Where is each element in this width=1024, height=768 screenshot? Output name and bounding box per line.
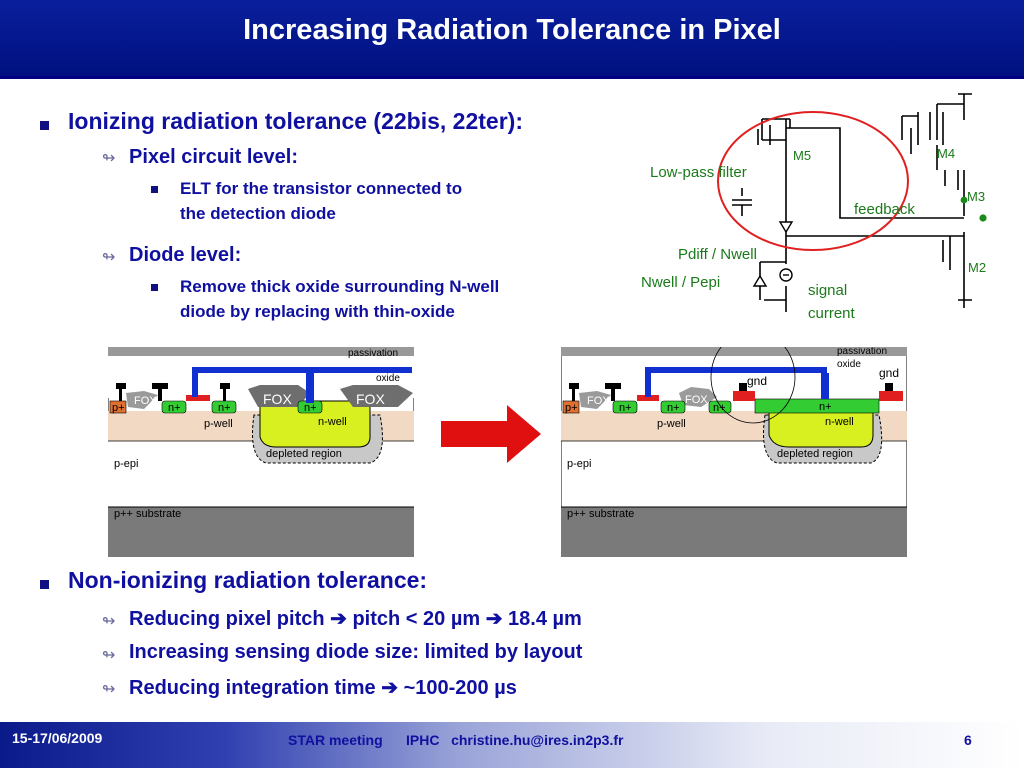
pixel-circuit-schematic: Low-pass filter feedback Pdiff / Nwell N… bbox=[641, 93, 987, 322]
pitch-text-c: 18.4 µm bbox=[508, 608, 582, 630]
substrate-label: p++ substrate bbox=[114, 508, 181, 520]
passivation-label: passivation bbox=[348, 348, 398, 359]
n-plus-label: n+ bbox=[218, 402, 231, 414]
diode-size-line: Increasing sensing diode size: limited b… bbox=[129, 641, 583, 663]
footer-bar: 15-17/06/2009 STAR meeting IPHC christin… bbox=[0, 722, 1024, 768]
integration-text-a: Reducing integration time bbox=[129, 677, 376, 699]
diode-level: Diode level: bbox=[129, 244, 242, 266]
n-plus-label: n+ bbox=[819, 401, 832, 413]
elt-line-2: the detection diode bbox=[180, 204, 336, 223]
pitch-text-a: Reducing pixel pitch bbox=[129, 608, 325, 630]
p-well-label: p-well bbox=[657, 418, 686, 430]
arrow-bullet-icon: ↬ bbox=[102, 681, 116, 698]
p-epi-label: p-epi bbox=[114, 458, 138, 470]
arrow-bullet-icon: ↬ bbox=[102, 647, 116, 664]
integration-text-b: ~100-200 µs bbox=[403, 677, 517, 699]
oxide-label: oxide bbox=[376, 373, 400, 384]
m3-label: M3 bbox=[967, 189, 985, 204]
square-bullet-icon bbox=[151, 284, 158, 291]
feedback-label: feedback bbox=[854, 201, 915, 218]
cross-section-after: passivation oxide gnd gnd FOX FOX p+ n+ … bbox=[561, 347, 907, 557]
nwell-pepi-label: Nwell / Pepi bbox=[641, 274, 720, 291]
big-red-arrow-icon bbox=[441, 405, 541, 463]
signal-label: signal bbox=[808, 282, 847, 299]
p-plus-label: p+ bbox=[565, 402, 578, 414]
elt-line-1: ELT for the transistor connected to bbox=[180, 179, 463, 198]
p-well-label: p-well bbox=[204, 418, 233, 430]
passivation-label: passivation bbox=[837, 347, 887, 357]
square-bullet-icon bbox=[151, 186, 158, 193]
n-plus-label: n+ bbox=[304, 402, 317, 414]
page-number: 6 bbox=[964, 732, 972, 748]
p-plus-label: p+ bbox=[112, 402, 125, 414]
p-epi-label: p-epi bbox=[567, 458, 591, 470]
square-bullet-icon bbox=[40, 580, 49, 589]
footer-date: 15-17/06/2009 bbox=[12, 730, 103, 746]
gnd-label: gnd bbox=[879, 366, 899, 380]
remove-line-2: diode by replacing with thin-oxide bbox=[180, 302, 455, 321]
square-bullet-icon bbox=[40, 121, 49, 130]
gnd-label: gnd bbox=[747, 374, 767, 388]
ionizing-heading: Ionizing radiation tolerance (22bis, 22t… bbox=[68, 108, 523, 134]
m2-label: M2 bbox=[968, 260, 986, 275]
n-plus-label: n+ bbox=[713, 402, 726, 414]
current-label: current bbox=[808, 305, 856, 322]
n-plus-label: n+ bbox=[168, 402, 181, 414]
m5-label: M5 bbox=[793, 148, 811, 163]
title-bar: Increasing Radiation Tolerance in Pixel bbox=[0, 0, 1024, 79]
fox-label: FOX bbox=[263, 391, 292, 407]
n-well-label: n-well bbox=[318, 416, 347, 428]
depleted-region-label: depleted region bbox=[777, 448, 853, 460]
n-plus-label: n+ bbox=[619, 402, 632, 414]
arrow-bullet-icon: ↬ bbox=[102, 249, 116, 266]
oxide-label: oxide bbox=[837, 359, 861, 370]
slide-title: Increasing Radiation Tolerance in Pixel bbox=[243, 14, 781, 46]
n-well-label: n-well bbox=[825, 416, 854, 428]
fox-label: FOX bbox=[356, 391, 385, 407]
right-arrow-icon: ➔ bbox=[485, 608, 503, 630]
pixel-circuit-level: Pixel circuit level: bbox=[129, 146, 298, 168]
pitch-text-b: pitch < 20 µm bbox=[352, 608, 481, 630]
pdiff-nwell-label: Pdiff / Nwell bbox=[678, 246, 757, 263]
fox-label: FOX bbox=[685, 394, 708, 406]
right-arrow-icon: ➔ bbox=[381, 677, 399, 699]
cross-section-before: passivation oxide FOX FOX FOX p+ n+ n+ n… bbox=[108, 347, 414, 557]
remove-line-1: Remove thick oxide surrounding N-well bbox=[180, 277, 500, 296]
arrow-bullet-icon: ↬ bbox=[102, 613, 116, 630]
pitch-line: Reducing pixel pitch ➔ pitch < 20 µm ➔ 1… bbox=[129, 606, 582, 631]
integration-line: Reducing integration time ➔ ~100-200 µs bbox=[129, 675, 517, 700]
low-pass-filter-label: Low-pass filter bbox=[650, 164, 747, 181]
fox-label: FOX bbox=[134, 395, 157, 407]
right-arrow-icon: ➔ bbox=[330, 608, 347, 630]
non-ionizing-heading: Non-ionizing radiation tolerance: bbox=[68, 567, 428, 593]
footer-meeting: STAR meeting IPHC christine.hu@ires.in2p… bbox=[288, 732, 624, 748]
m4-label: M4 bbox=[937, 146, 955, 161]
n-plus-label: n+ bbox=[667, 402, 680, 414]
fox-label: FOX bbox=[587, 395, 610, 407]
depleted-region-label: depleted region bbox=[266, 448, 342, 460]
arrow-bullet-icon: ↬ bbox=[102, 150, 116, 167]
substrate-label: p++ substrate bbox=[567, 508, 634, 520]
